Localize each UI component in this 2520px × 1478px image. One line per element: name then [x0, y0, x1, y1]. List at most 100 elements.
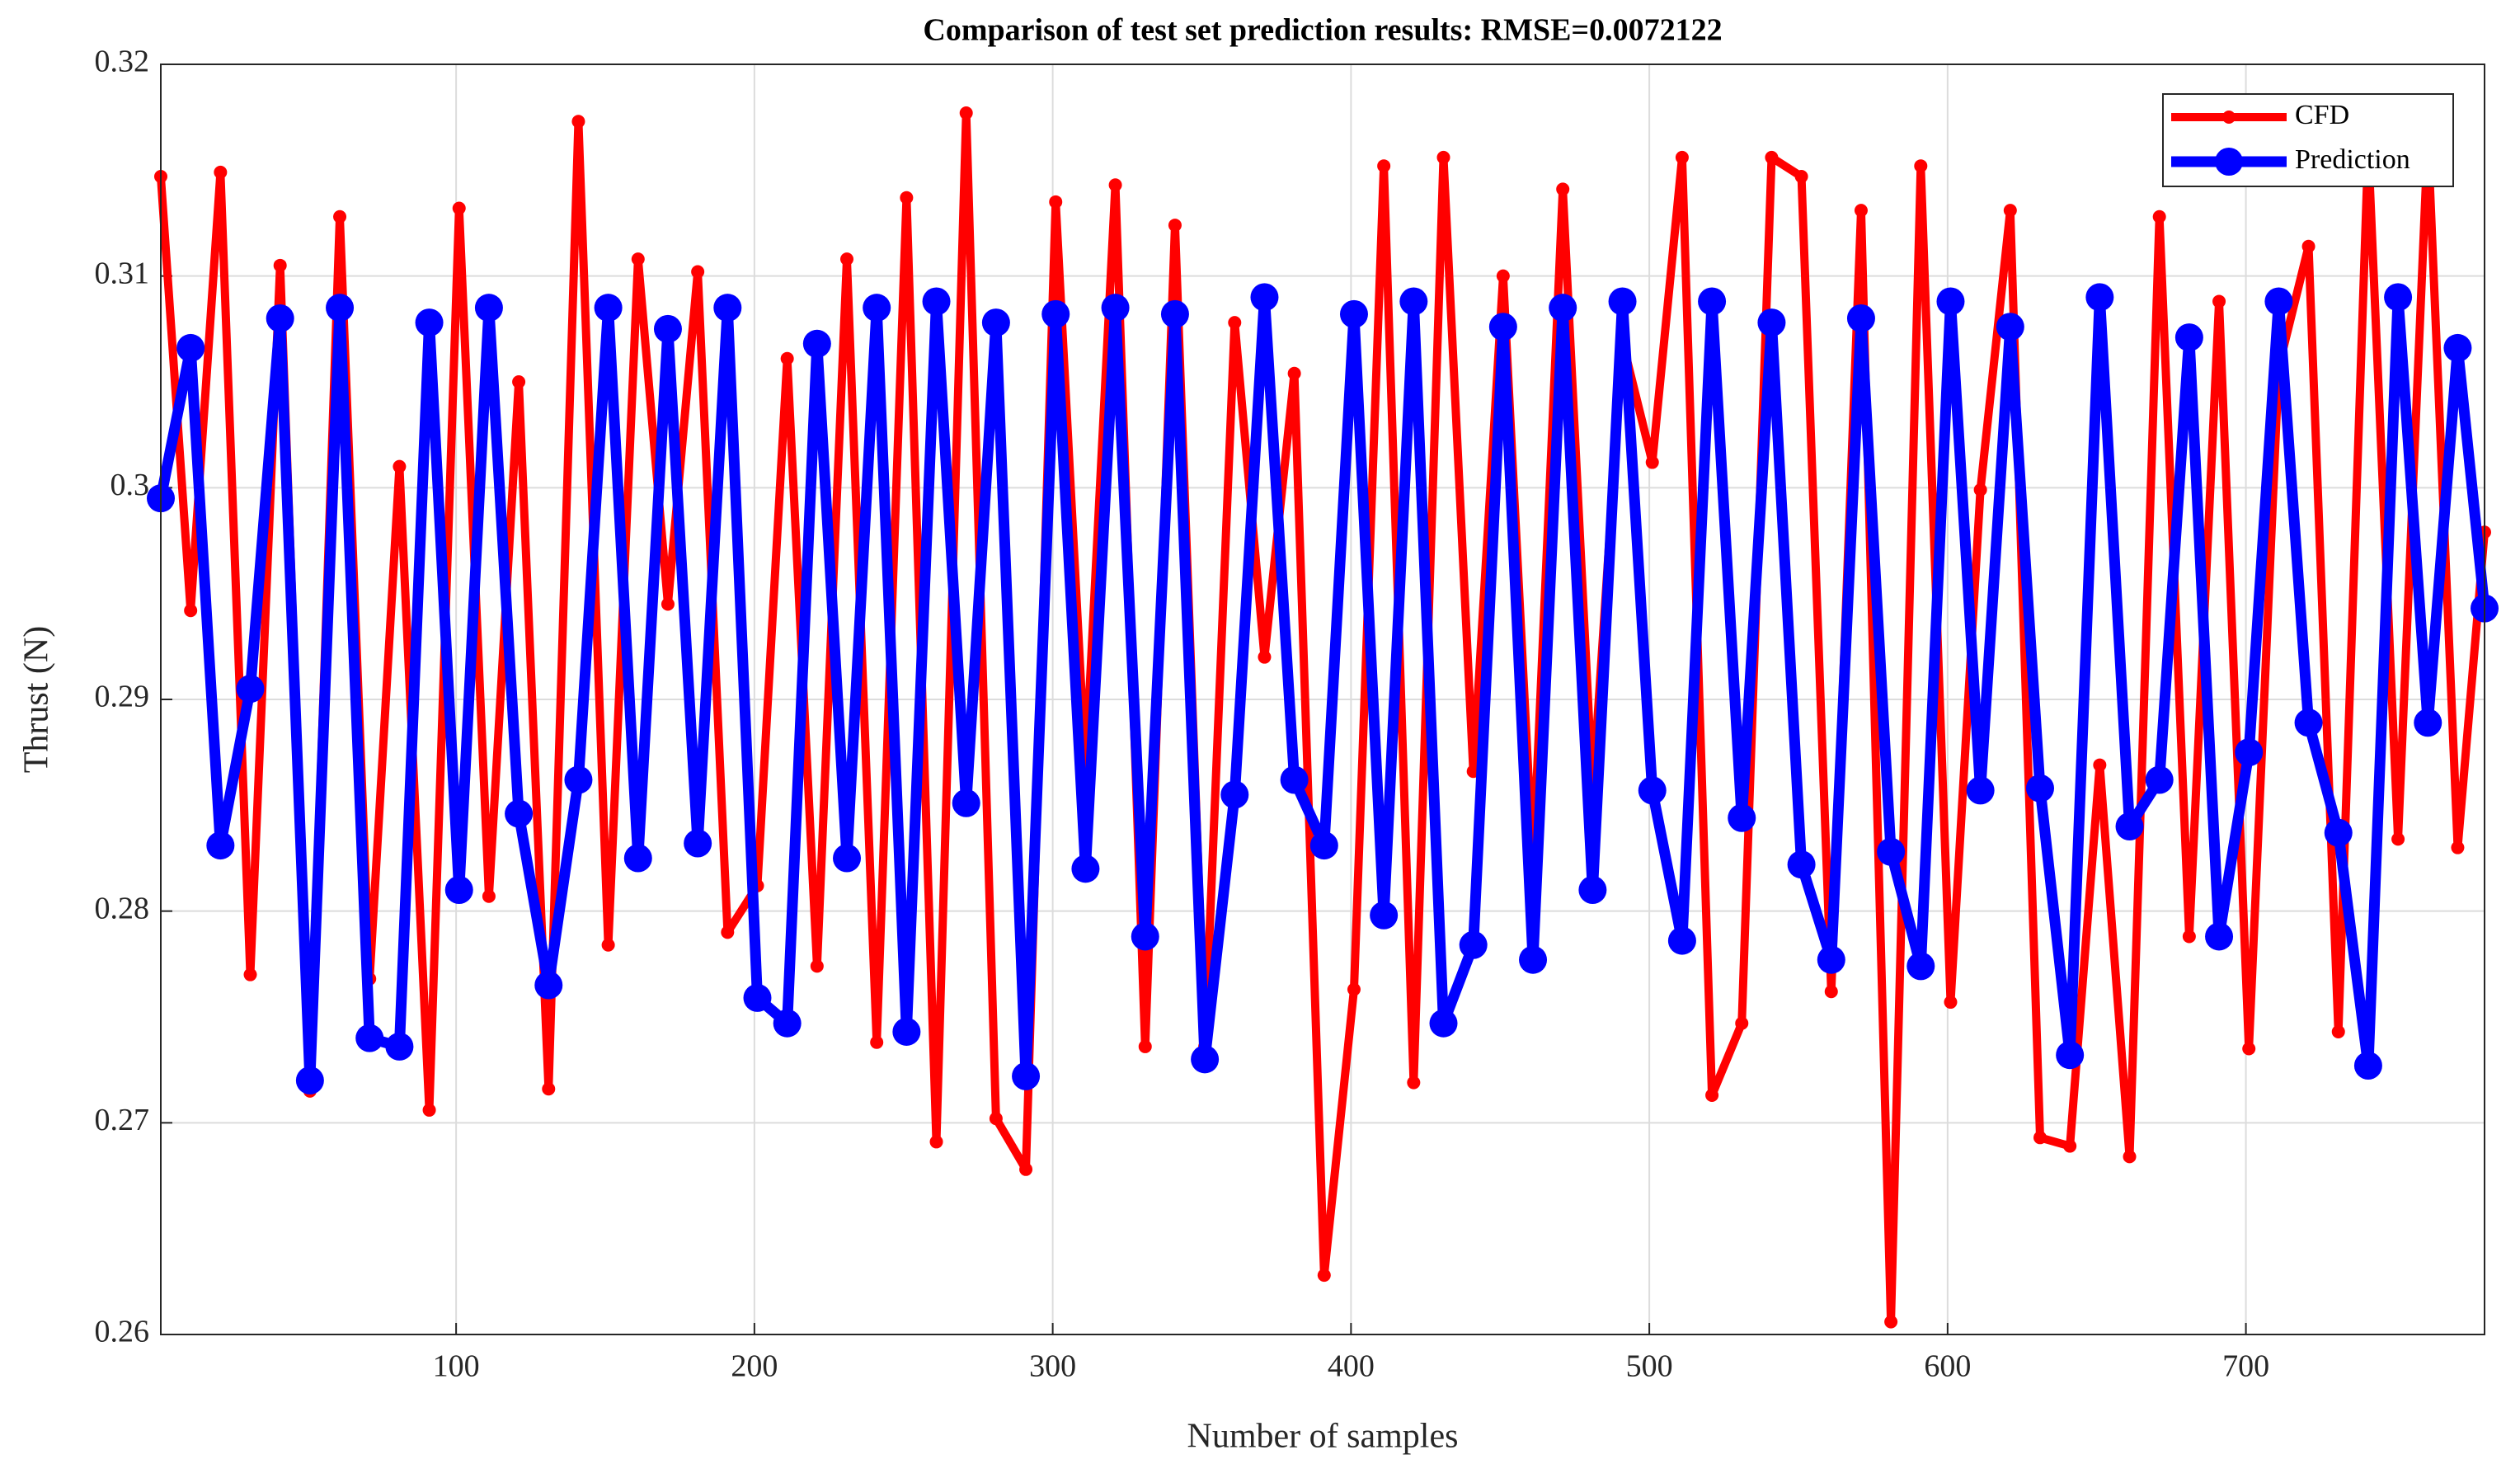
data-point	[2324, 818, 2353, 847]
data-point	[2003, 204, 2017, 218]
data-point	[1794, 170, 1808, 184]
legend-marker	[2215, 148, 2243, 176]
data-point	[1309, 831, 1338, 860]
data-point	[661, 597, 675, 611]
data-point	[1824, 985, 1838, 999]
data-point	[1645, 455, 1659, 469]
data-point	[1228, 316, 1242, 330]
data-point	[355, 1024, 384, 1052]
data-point	[1160, 299, 1189, 328]
data-point	[176, 333, 205, 362]
data-point	[1101, 294, 1130, 322]
data-point	[863, 294, 891, 322]
data-point	[1519, 945, 1548, 974]
data-point	[2205, 922, 2234, 951]
data-point	[1817, 945, 1845, 974]
data-point	[623, 844, 652, 873]
data-point	[2174, 323, 2203, 352]
data-point	[2093, 758, 2107, 772]
data-point	[1877, 837, 1906, 866]
data-point	[1287, 366, 1301, 380]
data-point	[1168, 219, 1182, 233]
data-point	[474, 294, 503, 322]
x-tick-label: 700	[2222, 1349, 2269, 1384]
data-point	[214, 165, 228, 179]
y-tick-label: 0.26	[95, 1315, 150, 1349]
data-point	[1488, 313, 1517, 341]
data-point	[1049, 195, 1063, 209]
data-point	[1012, 1061, 1041, 1090]
data-point	[2152, 209, 2166, 224]
data-point	[206, 831, 235, 860]
data-point	[601, 938, 615, 952]
data-point	[810, 959, 824, 973]
data-point	[743, 983, 772, 1012]
legend-box	[2162, 93, 2454, 187]
data-point	[1071, 854, 1100, 883]
y-tick-label: 0.31	[95, 256, 150, 290]
data-point	[512, 375, 526, 388]
data-point	[505, 799, 534, 828]
data-point	[684, 829, 712, 858]
legend-marker	[2222, 111, 2236, 124]
data-point	[922, 287, 951, 316]
data-point	[1846, 304, 1875, 332]
y-tick-label: 0.29	[95, 680, 150, 714]
data-point	[981, 308, 1010, 337]
data-point	[2264, 287, 2293, 316]
data-point	[1698, 287, 1727, 316]
data-point	[713, 294, 742, 322]
data-point	[2384, 283, 2413, 312]
data-point	[542, 1082, 556, 1096]
data-point	[452, 201, 466, 215]
data-point	[2033, 1131, 2047, 1145]
data-point	[1459, 930, 1488, 959]
x-tick-label: 300	[1029, 1349, 1076, 1384]
data-point	[1041, 299, 1070, 328]
x-tick-label: 100	[433, 1349, 480, 1384]
data-point	[2301, 239, 2315, 253]
x-tick-label: 400	[1328, 1349, 1375, 1384]
data-point	[870, 1035, 884, 1049]
data-point	[385, 1032, 414, 1061]
data-point	[2414, 708, 2442, 737]
data-point	[1339, 299, 1368, 328]
data-point	[2235, 738, 2264, 767]
data-point	[564, 765, 593, 794]
data-point	[1705, 1088, 1719, 1102]
data-point	[2056, 1041, 2085, 1070]
data-point	[2242, 1042, 2256, 1056]
x-tick-label: 600	[1924, 1349, 1971, 1384]
data-point	[1436, 150, 1450, 164]
legend-label: Prediction	[2295, 144, 2410, 175]
data-point	[444, 876, 473, 904]
data-point	[780, 351, 794, 365]
data-point	[631, 252, 645, 266]
data-point	[952, 788, 980, 817]
data-point	[840, 252, 854, 266]
data-point	[1578, 876, 1607, 904]
data-point	[1638, 776, 1667, 805]
data-point	[1675, 150, 1689, 164]
data-point	[1914, 159, 1928, 173]
data-point	[1735, 1016, 1749, 1030]
data-point	[1191, 1045, 1220, 1074]
data-point	[2085, 283, 2114, 312]
data-point	[1757, 308, 1786, 337]
data-point	[333, 209, 347, 224]
data-point	[691, 265, 705, 279]
data-point	[2063, 1139, 2077, 1153]
data-point	[422, 1103, 436, 1117]
data-point	[1131, 922, 1159, 951]
x-tick-label: 500	[1626, 1349, 1673, 1384]
data-point	[1377, 159, 1391, 173]
data-point	[833, 844, 862, 873]
data-point	[721, 925, 735, 939]
data-point	[2182, 930, 2196, 944]
data-point	[482, 889, 496, 903]
data-point	[243, 967, 257, 981]
data-point	[2391, 832, 2405, 846]
y-tick-label: 0.27	[95, 1103, 150, 1137]
